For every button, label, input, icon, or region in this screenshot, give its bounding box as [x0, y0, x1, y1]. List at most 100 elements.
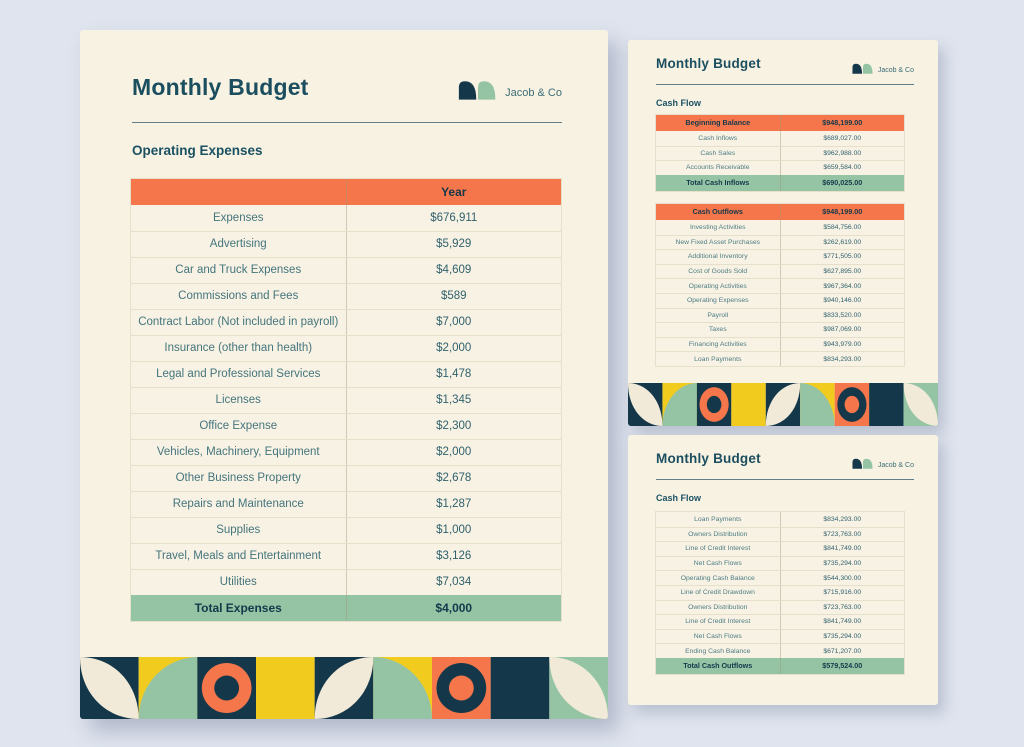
row-label: Payroll: [707, 311, 729, 319]
row-value: $676,911: [345, 205, 562, 231]
page-title: Monthly Budget: [656, 451, 761, 466]
table-row: Other Business Property $2,678: [131, 465, 561, 491]
table-row: Office Expense $2,300: [131, 413, 561, 439]
row-label: Repairs and Maintenance: [172, 498, 304, 511]
table-row: Cash Sales $962,988.00: [656, 145, 905, 161]
row-label: Vehicles, Machinery, Equipment: [156, 446, 320, 459]
header-value: $948,199.00: [779, 115, 905, 131]
row-value: $962,988.00: [779, 146, 905, 161]
table-row: Financing Activities $943,979.00: [656, 336, 905, 352]
row-label: Expenses: [212, 211, 264, 224]
geometric-pattern-band: [80, 657, 608, 719]
row-label: Contract Labor (Not included in payroll): [138, 316, 339, 329]
section-title: Cash Flow: [656, 98, 702, 108]
header-label: Cash Outflows: [692, 207, 743, 217]
table-total-row: Total Expenses $4,000: [131, 595, 561, 621]
row-label: Utilities: [219, 576, 257, 589]
row-label: Operating Activities: [688, 282, 747, 290]
table-row: Taxes $987,069.00: [656, 322, 904, 337]
row-label: Cash Sales: [700, 149, 736, 157]
table-row: Legal and Professional Services $1,478: [131, 361, 561, 387]
table-row: Line of Credit Drawdown $715,916.00: [656, 584, 905, 600]
table-row: Loan Payments $834,293.00: [656, 351, 904, 366]
table-header-row: Cash Outflows $948,199.00: [656, 204, 904, 220]
table-row: Repairs and Maintenance $1,287: [131, 491, 561, 517]
row-label: Office Expense: [199, 420, 278, 433]
table-row: Owners Distribution $723,763.00: [656, 526, 904, 542]
operating-expenses-table: Year Expenses $676,911 Advertising $5,929 Ca…: [130, 178, 562, 622]
brand-logo-icon: [852, 61, 874, 79]
table-total-row: Total Cash Outflows $579,524.00: [656, 657, 904, 674]
brand-logo: Jacob & Co: [852, 456, 914, 474]
row-label: Net Cash Flows: [693, 560, 742, 568]
row-label: Operating Expenses: [686, 297, 749, 305]
row-value: $1,287: [345, 492, 562, 517]
table-row: Supplies $1,000: [131, 517, 561, 543]
row-value: $2,300: [345, 414, 562, 439]
page-title: Monthly Budget: [656, 56, 761, 71]
row-label: Owners Distribution: [688, 530, 748, 538]
section-title: Operating Expenses: [132, 143, 263, 158]
row-value: $2,000: [345, 440, 562, 465]
table-row: Accounts Receivable $659,584.00: [656, 160, 904, 175]
row-value: $715,916.00: [779, 585, 905, 600]
row-label: Other Business Property: [175, 472, 301, 485]
header-empty-cell: [131, 179, 346, 205]
row-value: $1,000: [345, 518, 562, 543]
table-row: Expenses $676,911: [131, 205, 561, 231]
row-value: $5,929: [345, 232, 562, 257]
row-value: $943,979.00: [779, 337, 905, 352]
row-label: Line of Credit Interest: [685, 545, 751, 553]
table-body: Investing Activities $584,756.00 New Fixed…: [656, 220, 904, 366]
total-value: $4,000: [345, 595, 562, 621]
row-label: Licenses: [215, 394, 261, 407]
total-value: $690,025.00: [779, 174, 905, 191]
row-label: Legal and Professional Services: [156, 368, 321, 381]
table-row: Additional Inventory $771,505.00: [656, 249, 904, 264]
brand-logo-icon: [458, 80, 498, 105]
table-total-row: Total Cash Inflows $690,025.00: [656, 174, 905, 191]
row-value: $967,364.00: [779, 279, 905, 293]
row-value: $544,300.00: [779, 571, 905, 585]
header-divider: [132, 122, 562, 123]
row-value: $1,478: [345, 362, 562, 387]
table-row: Loan Payments $834,293.00: [656, 512, 904, 527]
row-value: $2,000: [345, 336, 562, 361]
table-row: Utilities $7,034: [131, 569, 561, 595]
brand-name: Jacob & Co: [505, 86, 562, 99]
header-divider: [656, 479, 914, 480]
table-row: Cash Inflows $689,027.00: [656, 131, 904, 146]
table-body: Loan Payments $834,293.00 Owners Distribut…: [656, 512, 904, 658]
row-value: $735,294.00: [779, 629, 905, 644]
row-label: Ending Cash Balance: [685, 647, 751, 655]
geometric-pattern-band: [628, 383, 938, 426]
row-value: $671,207.00: [779, 644, 905, 658]
header-divider: [656, 84, 914, 85]
table-row: Payroll $833,520.00: [656, 307, 904, 323]
brand-name: Jacob & Co: [877, 461, 914, 469]
cash-outflows-table: Cash Outflows $948,199.00 Investing Acti…: [655, 203, 905, 367]
table-row: Insurance (other than health) $2,000: [131, 335, 561, 361]
row-label: Car and Truck Expenses: [175, 264, 302, 277]
row-label: Financing Activities: [688, 340, 747, 348]
row-label: Loan Payments: [694, 515, 742, 523]
row-value: $3,126: [345, 544, 562, 569]
row-value: $771,505.00: [779, 250, 905, 264]
page-title: Monthly Budget: [132, 74, 309, 100]
row-label: Line of Credit Interest: [685, 618, 751, 626]
table-row: Advertising $5,929: [131, 231, 561, 257]
row-value: $834,293.00: [779, 352, 905, 366]
row-value: $689,027.00: [779, 131, 905, 146]
row-value: $841,749.00: [779, 615, 905, 629]
row-value: $659,584.00: [779, 161, 905, 175]
table-row: Travel, Meals and Entertainment $3,126: [131, 543, 561, 569]
row-label: Additional Inventory: [687, 253, 748, 261]
table-row: Contract Labor (Not included in payroll)…: [131, 309, 561, 335]
table-header-row: Year: [131, 179, 561, 205]
row-label: Net Cash Flows: [693, 632, 742, 640]
brand-logo: Jacob & Co: [852, 61, 914, 79]
table-row: Commissions and Fees $589: [131, 283, 561, 309]
row-label: Supplies: [216, 524, 261, 537]
row-label: Advertising: [209, 238, 267, 251]
row-label: Operating Cash Balance: [680, 574, 755, 582]
